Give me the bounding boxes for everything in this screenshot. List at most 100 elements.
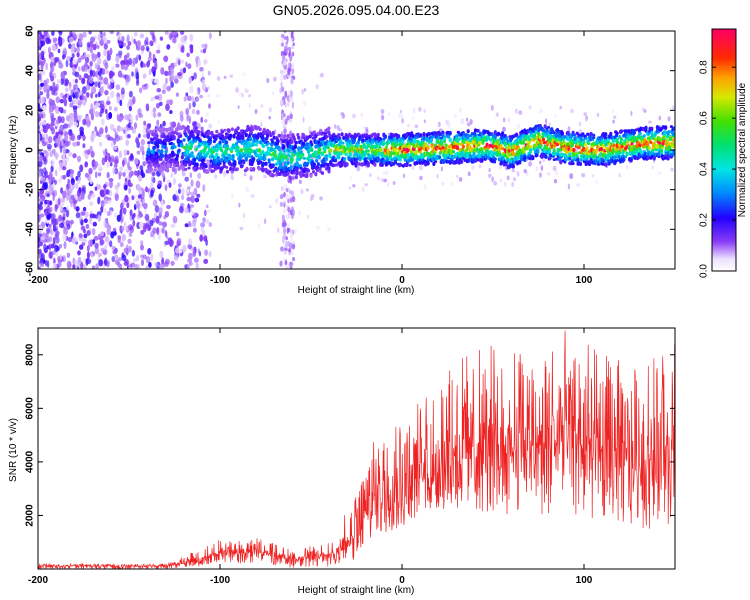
spectrogram-cell <box>106 100 111 105</box>
spectrogram-cell <box>63 227 68 236</box>
spectrogram-cell <box>287 47 292 51</box>
spectrogram-cell <box>45 37 51 45</box>
spectrogram-cell <box>249 167 253 171</box>
spectrogram-cell <box>293 144 297 149</box>
spectrogram-cell <box>570 108 574 114</box>
spectrogram-cell <box>236 139 240 143</box>
spectrogram-cell <box>411 166 415 170</box>
spectrogram-cell <box>467 171 471 177</box>
spectrogram-cell <box>46 143 52 150</box>
spectrogram-cell <box>77 196 82 202</box>
spectrogram-cell <box>109 180 113 189</box>
spectrogram-cell <box>51 148 56 154</box>
spectrogram-cell <box>99 231 105 237</box>
spectrogram-cell <box>225 169 230 174</box>
spectrogram-cell <box>396 152 400 155</box>
spectrogram-cell <box>45 150 49 159</box>
spectrogram-cell <box>80 262 84 269</box>
spectrogram-cell <box>220 157 224 163</box>
spectrogram-cell <box>70 178 75 186</box>
spectrogram-cell <box>283 128 287 135</box>
spectrogram-cell <box>104 69 110 75</box>
spectrogram-cell <box>542 137 546 142</box>
spectrogram-cell <box>184 163 188 167</box>
spectrogram-cell <box>59 254 63 261</box>
spectrogram-cell <box>327 168 331 174</box>
spectrogram-cell <box>271 173 275 178</box>
spectrogram-cell <box>179 205 184 214</box>
spectrogram-cell <box>200 226 205 233</box>
spectrogram-cell <box>291 232 294 237</box>
spectrogram-cell <box>492 141 496 145</box>
spectrogram-cell <box>595 179 599 184</box>
spectrogram-cell <box>286 161 290 165</box>
spectrogram-cell <box>133 212 136 218</box>
spectrogram-cell <box>167 163 171 168</box>
spectrogram-cell <box>307 214 310 219</box>
spectrogram-cell <box>80 225 86 231</box>
spectrogram-cell <box>207 70 211 76</box>
spectrogram-cell <box>274 167 278 171</box>
spectrogram-cell <box>160 67 165 75</box>
spectrogram-cell <box>581 173 586 178</box>
spectrogram-cell <box>205 204 209 209</box>
spectrogram-cell <box>44 133 47 142</box>
spectrogram-cell <box>185 61 188 67</box>
spectrogram-cell <box>161 257 164 265</box>
spectrogram-cell <box>199 234 204 242</box>
spectrogram-cell <box>365 129 369 135</box>
spectrogram-cell <box>488 168 491 173</box>
spectrogram-cell <box>398 162 402 167</box>
spectrogram-cell <box>56 79 62 84</box>
spectrogram-cell <box>147 147 151 151</box>
spectrogram-cell <box>267 151 271 156</box>
spectrogram-cell <box>110 188 113 197</box>
spectrogram-cell <box>90 92 94 99</box>
spectrogram-cell <box>289 113 293 120</box>
spectrogram-cell <box>506 175 510 181</box>
spectrogram-cell <box>171 145 175 150</box>
spectrogram-cell <box>207 145 211 149</box>
spectrogram-cell <box>281 112 284 119</box>
spectrogram-cell <box>337 154 341 160</box>
spectrogram-cell <box>128 182 133 188</box>
spectrogram-cell <box>383 134 388 139</box>
spectrogram-cell <box>268 116 272 120</box>
spectrogram-cell <box>280 37 285 43</box>
spectrogram-cell <box>88 76 94 84</box>
spectrogram-cell <box>336 125 341 131</box>
spectrogram-cell <box>203 59 208 65</box>
spectrogram-cell <box>216 156 221 160</box>
spectrogram-cell <box>123 247 129 254</box>
spectrogram-cell <box>559 105 562 110</box>
spectrogram-cell <box>476 158 480 162</box>
spectrogram-cell <box>97 74 100 82</box>
spectrogram-cell <box>536 149 540 154</box>
spectrogram-cell <box>529 145 533 148</box>
spectrogram-cell <box>81 77 86 85</box>
spectrogram-cell <box>343 148 347 152</box>
spectrogram-cell <box>401 114 404 120</box>
spectrogram-cell <box>83 218 88 224</box>
spectrogram-cell <box>294 141 298 145</box>
spectrogram-cell <box>163 141 167 146</box>
spectrogram-cell <box>387 139 391 145</box>
spectrogram-cell <box>312 165 316 170</box>
spectrogram-cell <box>261 134 265 138</box>
spectrogram-cell <box>284 167 288 172</box>
spectrogram-cell <box>41 70 46 76</box>
spectrogram-cell <box>89 61 93 67</box>
spectrogram-cell <box>408 163 412 167</box>
spectrogram-cell <box>291 62 295 70</box>
spectrogram-cell <box>52 224 56 232</box>
spectrogram-cell <box>102 249 108 256</box>
spectrogram-cell <box>455 134 459 138</box>
spectrogram-cell <box>300 188 304 195</box>
spectrogram-cell <box>128 245 132 253</box>
spectrogram-cell <box>379 148 383 153</box>
spectrogram-cell <box>97 91 101 98</box>
spectrogram-cell <box>229 74 234 78</box>
spectrogram-cell <box>153 212 158 219</box>
spectrogram-cell <box>267 158 271 162</box>
spectrogram-cell <box>283 249 287 255</box>
